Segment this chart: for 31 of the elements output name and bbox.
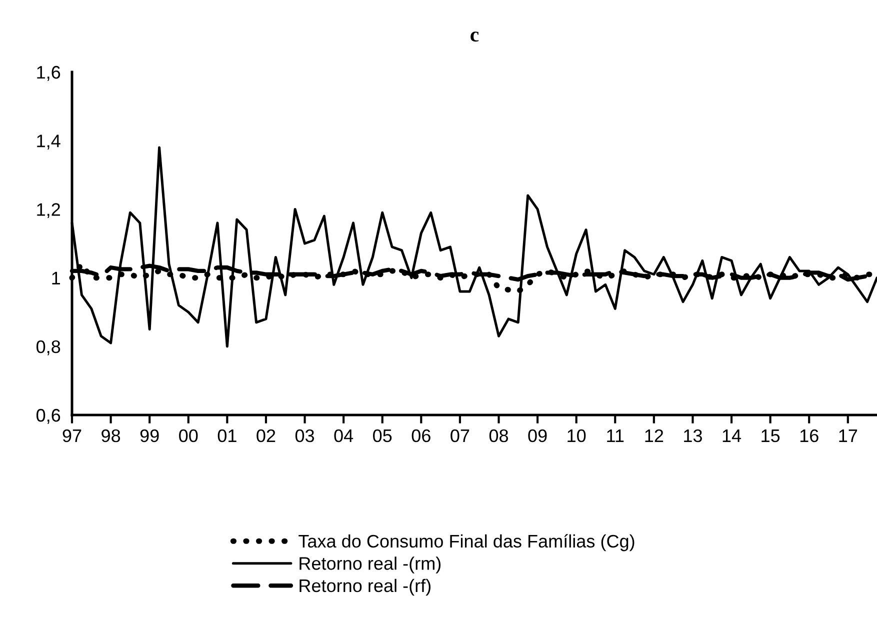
x-tick-label: 07: [450, 429, 470, 442]
x-tick-label: 15: [762, 430, 780, 442]
x-tick-label: 00: [179, 429, 198, 442]
x-tick-label: 03: [295, 429, 314, 442]
x-tick-label: 08: [489, 429, 508, 442]
x-tick-label: 02: [256, 429, 276, 442]
y-tick-label: 1,6: [37, 66, 60, 81]
chart-title: c: [470, 32, 479, 42]
legend-label: Retorno real -(rm): [300, 556, 441, 574]
x-tick-label: 13: [684, 429, 702, 442]
x-tick-label: 06: [412, 429, 430, 442]
x-tick-label: 97: [62, 429, 82, 442]
x-tick-label: 05: [373, 429, 392, 442]
x-tick-label: 99: [140, 429, 159, 442]
y-tick-label: 1,4: [37, 134, 60, 150]
y-tick-label: 1: [52, 272, 60, 284]
y-tick-label: 1,2: [37, 203, 60, 218]
legend-label: Taxa do Consumo Final das Famílias (Cg): [298, 534, 634, 552]
x-tick-label: 98: [102, 429, 120, 442]
x-tick-label: 04: [334, 429, 354, 442]
x-tick-label: 09: [528, 429, 547, 442]
x-tick-label: 17: [839, 430, 858, 442]
x-tick-label: 12: [645, 429, 664, 442]
x-tick-label: 11: [607, 430, 624, 442]
x-tick-label: 14: [722, 430, 742, 442]
legend-label: Retorno real -(rf): [300, 578, 431, 596]
y-tick-label: 0,8: [36, 340, 60, 356]
x-tick-label: 16: [800, 429, 818, 442]
x-tick-label: 01: [218, 429, 236, 442]
x-tick-label: 10: [568, 429, 586, 442]
y-tick-label: 0,6: [36, 408, 60, 424]
